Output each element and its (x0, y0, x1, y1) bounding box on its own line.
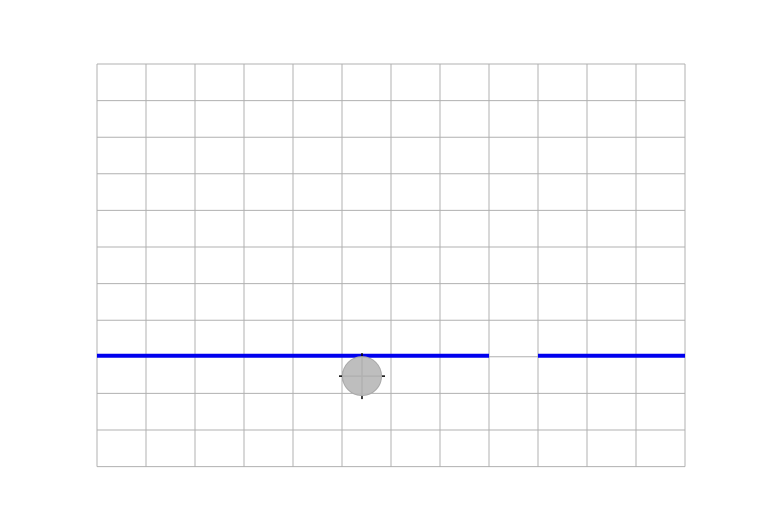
grid (96, 63, 686, 468)
ball-icon (342, 356, 382, 397)
ball (339, 353, 385, 400)
